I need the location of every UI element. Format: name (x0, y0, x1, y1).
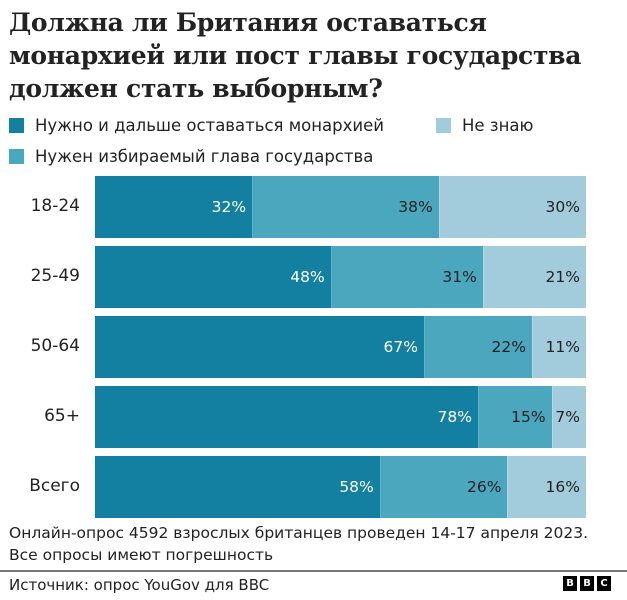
bbc-logo-letter: C (597, 576, 611, 591)
legend-item-monarchy: Нужно и дальше оставаться монархией (9, 116, 384, 135)
bar-segment-elected: 15% (477, 386, 552, 448)
bar-segment-dont-know: 16% (507, 456, 586, 518)
value-label: 30% (545, 198, 580, 216)
value-label: 31% (442, 268, 477, 286)
bar-segment-monarchy: 58% (95, 456, 380, 518)
stacked-bar: 32% 38% 30% (95, 176, 586, 238)
bar-segment-monarchy: 32% (95, 176, 253, 238)
bar-segment-monarchy: 48% (95, 246, 331, 308)
stacked-bar: 78% 15% 7% (95, 386, 586, 448)
row-label: 18-24 (30, 196, 80, 216)
bar-segment-dont-know: 11% (531, 316, 586, 378)
value-label: 11% (545, 338, 580, 356)
bar-segment-dont-know: 7% (551, 386, 586, 448)
legend-label: Нужно и дальше оставаться монархией (35, 116, 384, 135)
value-label: 16% (545, 478, 580, 496)
value-label: 7% (555, 408, 580, 426)
row-label: Всего (29, 476, 80, 496)
value-label: 78% (437, 408, 472, 426)
stacked-bar: 58% 26% 16% (95, 456, 586, 518)
bbc-logo: B B C (563, 576, 611, 591)
stacked-bar: 67% 22% 11% (95, 316, 586, 378)
stacked-bar: 48% 31% 21% (95, 246, 586, 308)
value-label: 67% (383, 338, 418, 356)
row-label: 65+ (44, 406, 80, 426)
chart-title: Должна ли Британия оставаться монархией … (9, 8, 582, 103)
bar-segment-elected: 26% (379, 456, 508, 518)
legend-label: Не знаю (462, 116, 534, 135)
value-label: 15% (511, 408, 546, 426)
bar-segment-dont-know: 21% (482, 246, 586, 308)
row-label: 50-64 (30, 336, 80, 356)
value-label: 38% (398, 198, 433, 216)
source-text: Источник: опрос YouGov для BBC (9, 576, 270, 594)
value-label: 48% (290, 268, 325, 286)
legend-item-dont-know: Не знаю (436, 116, 533, 135)
value-label: 21% (545, 268, 580, 286)
bar-segment-elected: 38% (252, 176, 439, 238)
bar-segment-dont-know: 30% (438, 176, 586, 238)
legend-swatch-icon (436, 118, 451, 133)
bar-segment-monarchy: 67% (95, 316, 424, 378)
legend-swatch-icon (9, 118, 24, 133)
value-label: 32% (211, 198, 247, 216)
row-label: 25-49 (30, 266, 80, 286)
methodology-note: Онлайн-опрос 4592 взрослых британцев про… (9, 524, 588, 564)
bar-segment-elected: 31% (330, 246, 483, 308)
legend-item-elected: Нужен избираемый глава государства (9, 147, 373, 166)
legend-label: Нужен избираемый глава государства (35, 147, 374, 166)
bar-segment-monarchy: 78% (95, 386, 478, 448)
value-label: 22% (491, 338, 526, 356)
legend-swatch-icon (9, 149, 24, 164)
bar-segment-elected: 22% (423, 316, 532, 378)
bbc-logo-letter: B (580, 576, 594, 591)
bbc-logo-letter: B (563, 576, 577, 591)
value-label: 58% (339, 478, 374, 496)
footer-divider (0, 570, 627, 572)
value-label: 26% (466, 478, 502, 496)
